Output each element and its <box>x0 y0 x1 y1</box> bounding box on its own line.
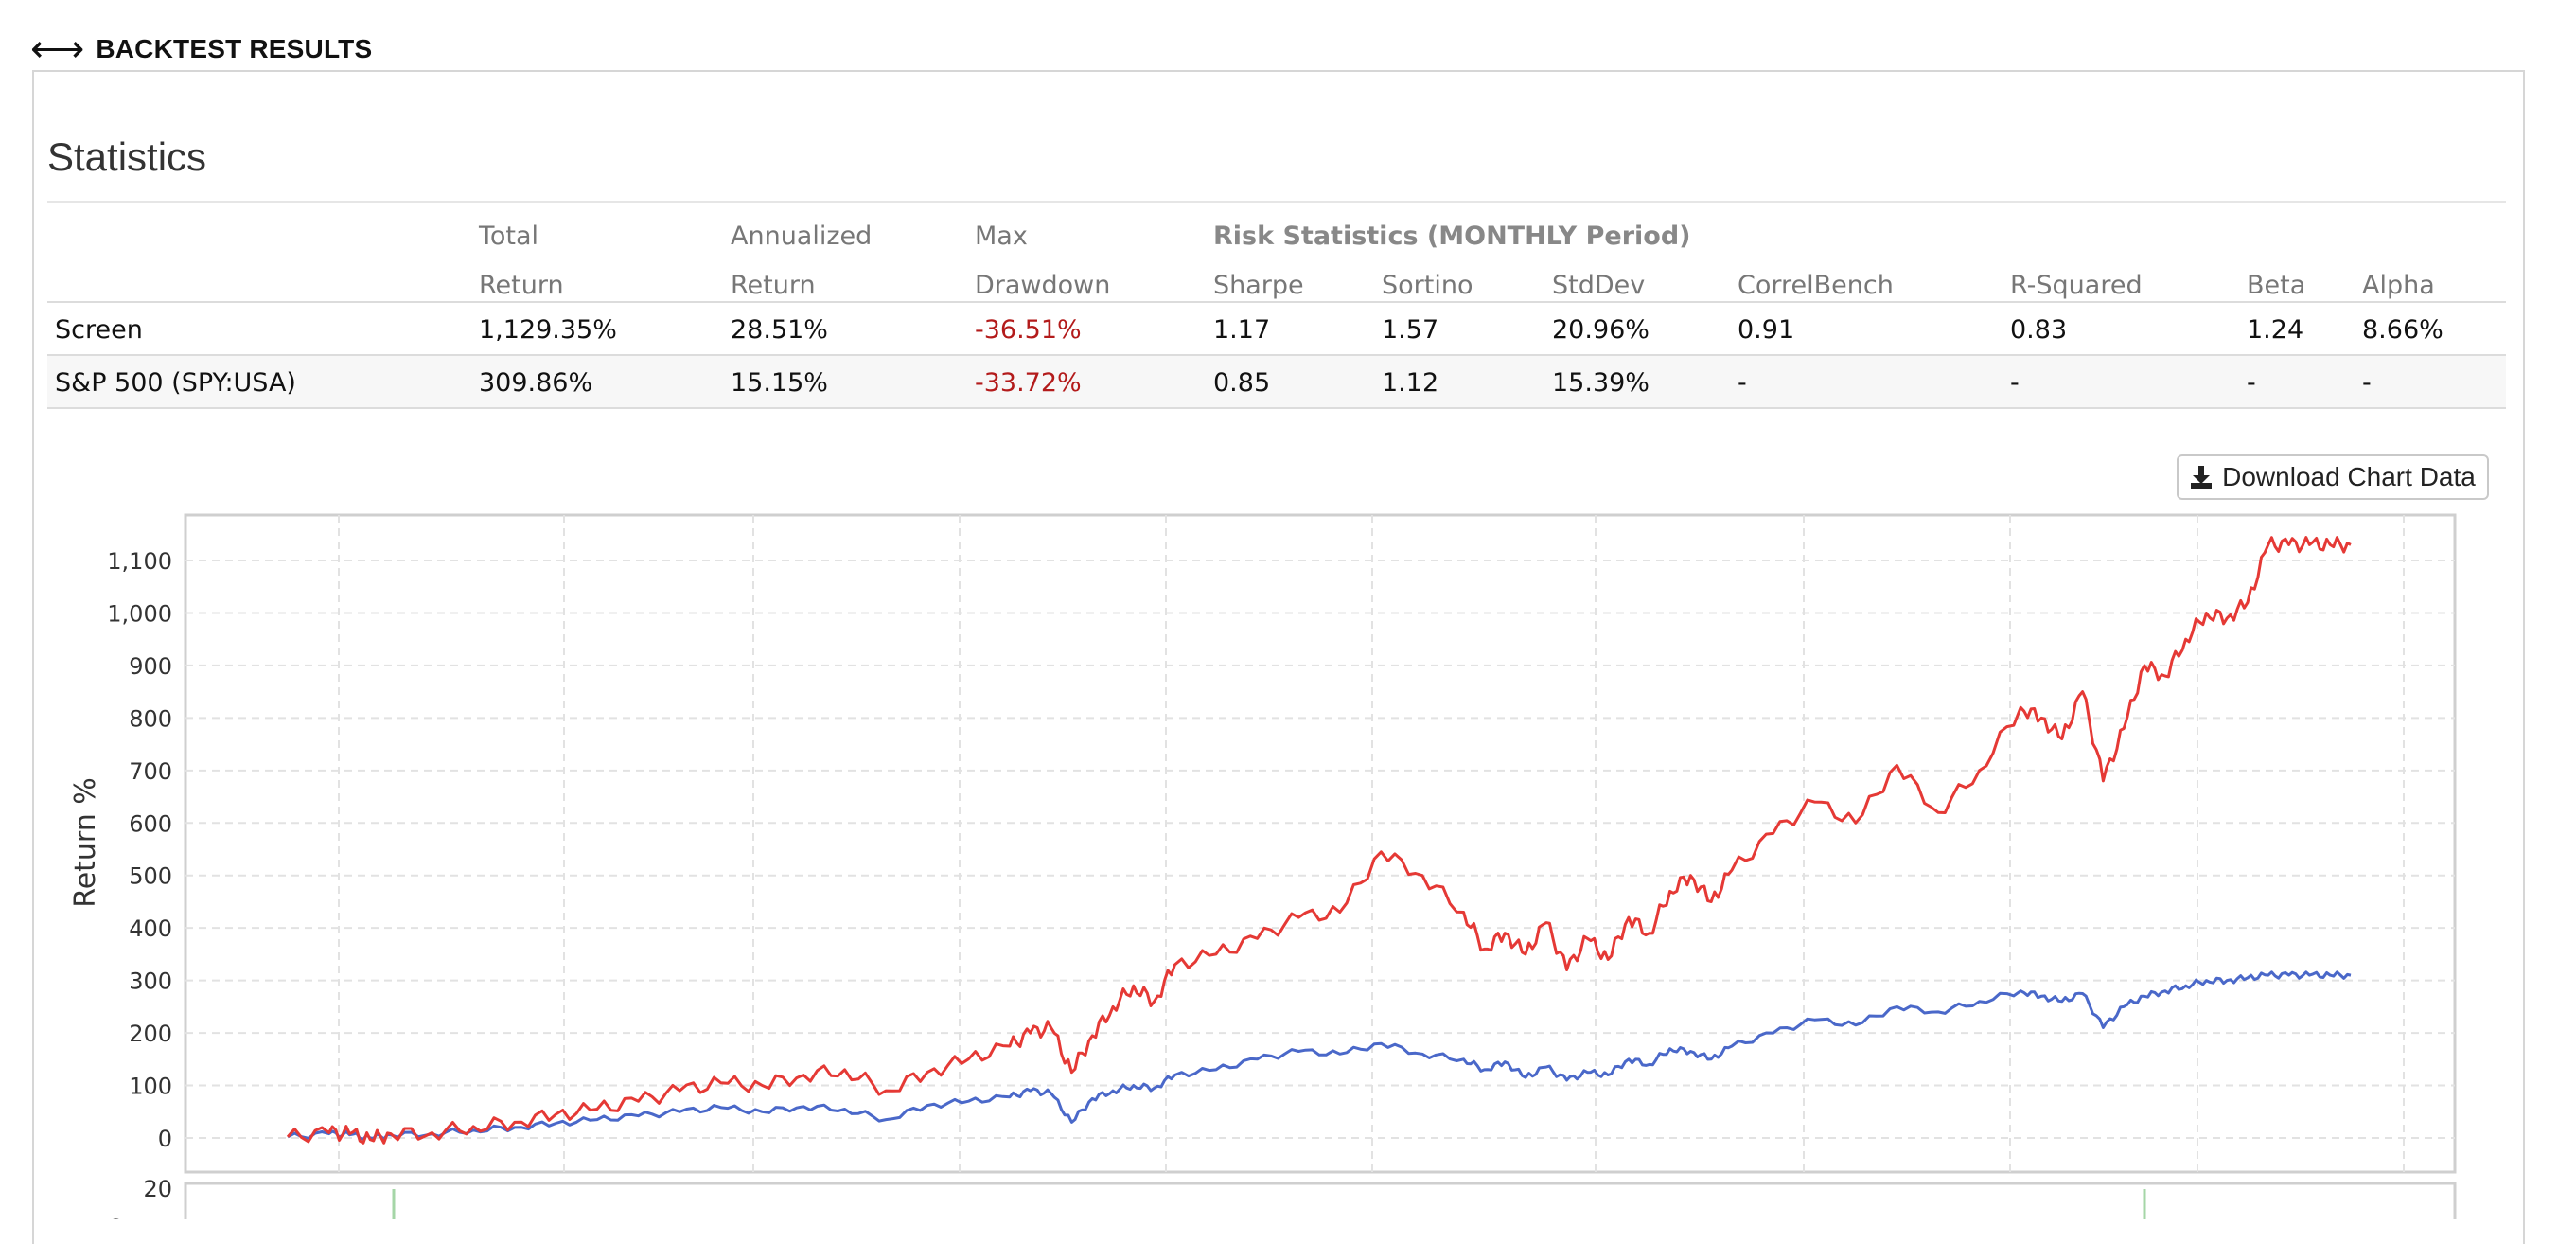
y-tick-label: 1,100 <box>107 548 172 575</box>
lower-y-axis-label: % <box>96 1217 129 1219</box>
y-tick-label: 800 <box>129 705 172 732</box>
row-name: Screen <box>55 315 143 345</box>
header-risk-statistics: Risk Statistics (MONTHLY Period) <box>1213 222 1691 251</box>
header-sharpe: Sharpe <box>1213 271 1304 300</box>
header-beta: Beta <box>2247 271 2306 300</box>
y-tick-label: 400 <box>129 915 172 942</box>
max-drawdown-cell: -33.72% <box>975 368 1082 398</box>
max-drawdown-cell: -36.51% <box>975 315 1082 345</box>
annualized-return-cell: 15.15% <box>731 368 828 398</box>
sortino-cell: 1.57 <box>1382 315 1439 345</box>
header-alpha: Alpha <box>2362 271 2435 300</box>
header-correlbench: CorrelBench <box>1738 271 1894 300</box>
section-title: Statistics <box>47 134 207 179</box>
stddev-cell: 20.96% <box>1552 315 1650 345</box>
y-tick-label: 0 <box>158 1126 172 1152</box>
y-tick-label: 300 <box>129 969 172 995</box>
title-divider <box>47 201 2506 203</box>
r-squared-cell: - <box>2010 368 2020 398</box>
stddev-cell: 15.39% <box>1552 368 1650 398</box>
screen-series-line <box>286 536 2352 1145</box>
y-tick-label: 600 <box>129 810 172 837</box>
page-header: ⟷ BACKTEST RESULTS <box>30 28 372 70</box>
header-r-squared: R-Squared <box>2010 271 2143 300</box>
page-title: BACKTEST RESULTS <box>96 34 373 63</box>
sharpe-cell: 0.85 <box>1213 368 1271 398</box>
header-annualized: Annualized <box>731 222 873 251</box>
header-annualized-return: Return <box>731 271 816 300</box>
header-return: Return <box>479 271 564 300</box>
table-row: S&P 500 (SPY:USA) 309.86% 15.15% -33.72%… <box>47 356 2506 409</box>
table-row: Screen 1,129.35% 28.51% -36.51% 1.17 1.5… <box>47 303 2506 356</box>
row-name: S&P 500 (SPY:USA) <box>55 368 296 398</box>
beta-cell: - <box>2247 368 2256 398</box>
alpha-cell: 8.66% <box>2362 315 2444 345</box>
sortino-cell: 1.12 <box>1382 368 1439 398</box>
header-sortino: Sortino <box>1382 271 1473 300</box>
beta-cell: 1.24 <box>2247 315 2304 345</box>
correlbench-cell: 0.91 <box>1738 315 1795 345</box>
download-icon <box>2191 466 2213 489</box>
header-max: Max <box>975 222 1028 251</box>
download-button-label: Download Chart Data <box>2222 462 2476 491</box>
lower-plot-frame <box>184 1182 2457 1219</box>
header-drawdown: Drawdown <box>975 271 1111 300</box>
y-tick-label: 1,000 <box>107 600 172 627</box>
y-tick-label: 100 <box>129 1074 172 1100</box>
sharpe-cell: 1.17 <box>1213 315 1271 345</box>
y-tick-label: 900 <box>129 653 172 680</box>
lower-y-tick-label: 20 <box>143 1176 172 1202</box>
annualized-return-cell: 28.51% <box>731 315 828 345</box>
y-axis-label: Return % <box>69 777 102 908</box>
statistics-table: Total Annualized Max Risk Statistics (MO… <box>47 203 2506 409</box>
results-panel: Statistics Total Annualized Max Risk Sta… <box>32 70 2525 1244</box>
r-squared-cell: 0.83 <box>2010 315 2068 345</box>
correlbench-cell: - <box>1738 368 1747 398</box>
alpha-cell: - <box>2362 368 2372 398</box>
y-tick-label: 700 <box>129 758 172 785</box>
benchmark-series-line <box>287 970 2352 1141</box>
header-total: Total <box>479 222 539 251</box>
y-tick-label: 500 <box>129 863 172 890</box>
total-return-cell: 309.86% <box>479 368 593 398</box>
table-header: Total Annualized Max Risk Statistics (MO… <box>47 203 2506 303</box>
download-chart-data-button[interactable]: Download Chart Data <box>2177 454 2489 500</box>
header-stddev: StdDev <box>1552 271 1646 300</box>
total-return-cell: 1,129.35% <box>479 315 617 345</box>
plot-frame <box>184 513 2457 1174</box>
left-right-arrow-icon[interactable]: ⟷ <box>30 28 85 70</box>
return-chart: 0 100 200 300 400 500 600 700 800 900 1,000 1,100 Re… <box>69 513 2457 1219</box>
y-tick-label: 200 <box>129 1021 172 1047</box>
